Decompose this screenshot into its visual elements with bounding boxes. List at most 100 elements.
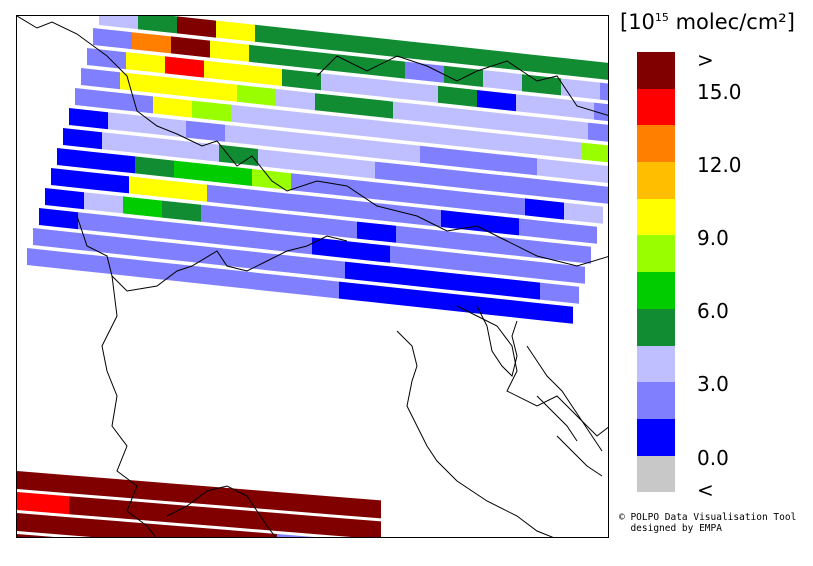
swath-pixel [147, 116, 186, 138]
swath-pixel [417, 290, 456, 312]
swath-pixel [363, 201, 402, 223]
swath-pixel [606, 62, 608, 80]
swath-pixel [102, 132, 141, 154]
swath-pixel [150, 240, 189, 262]
swath-pixel [159, 76, 198, 98]
swath-pixel [288, 49, 327, 71]
swath-pixel [351, 241, 390, 263]
swath-pixel [105, 256, 144, 278]
swath-pixel [329, 517, 381, 537]
swath-pixel [81, 68, 120, 90]
swath-pixel [234, 229, 273, 251]
swath-pixel [498, 154, 537, 176]
swath-pixel [405, 61, 444, 83]
swath-pixel [243, 64, 282, 86]
swath-pixel [96, 152, 135, 174]
swath-pixel [117, 216, 156, 238]
swath-pixel [462, 274, 501, 296]
swath-pixel [195, 224, 234, 246]
legend-title: [1015 molec/cm²] [620, 10, 795, 34]
swath-pixel [354, 97, 393, 119]
swath-pixel [345, 261, 384, 283]
swath-pixel [69, 517, 121, 537]
swath-pixel [474, 234, 513, 256]
legend-label: 9.0 [697, 226, 729, 250]
swath-pixel [339, 281, 378, 303]
swath-pixel [303, 133, 342, 155]
swath-pixel [438, 85, 477, 107]
swath-pixel [369, 181, 408, 203]
swath-pixel [138, 16, 177, 34]
swath-pixel [173, 525, 225, 537]
swath-pixel [87, 48, 126, 70]
swath-pixel [180, 140, 219, 162]
swath-pixel [186, 120, 225, 142]
dalmatian-islands [526, 345, 603, 477]
swath-pixel [84, 192, 123, 214]
swath-pixel [123, 196, 162, 218]
swath-pixel [477, 90, 516, 112]
swath-pixel [522, 74, 561, 96]
swath-pixel [132, 32, 171, 54]
swath-pixel [168, 180, 207, 202]
swath-pixel [201, 204, 240, 226]
legend-swatch-bin-15 [637, 88, 675, 126]
swath-pixel [429, 250, 468, 272]
swath-pixel [153, 96, 192, 118]
swath-pixel [297, 153, 336, 175]
swath-pixel [318, 217, 357, 239]
swath-pixel [375, 161, 414, 183]
border-switzerland [76, 215, 348, 292]
swath-pixel [171, 36, 210, 58]
legend-swatch-bin-9 [637, 235, 675, 273]
swath-pixel [66, 252, 105, 274]
swath-pixel [525, 198, 564, 220]
swath-pixel [492, 174, 531, 196]
swath-pixel [495, 298, 534, 320]
swath-pixel [39, 208, 78, 230]
swath-pixel [582, 142, 608, 163]
swath-pixel [435, 230, 474, 252]
swath-pixel [329, 496, 381, 519]
swath-pixel [549, 118, 588, 140]
legend-swatch-bin-6 [637, 308, 675, 346]
swath-pixel [17, 471, 69, 494]
swath-pixel [78, 212, 117, 234]
swath-pixel [450, 45, 489, 67]
swath-pixel [173, 504, 225, 527]
swath-pixel [459, 150, 498, 172]
swath-pixel [519, 218, 558, 240]
swath-pixel [72, 232, 111, 254]
swath-pixel [402, 205, 441, 227]
swath-pixel [114, 92, 153, 114]
swath-pixel [465, 130, 504, 152]
satellite-swath-south [17, 471, 381, 537]
satellite-swath-north [27, 16, 608, 324]
swath-pixel [510, 114, 549, 136]
swath-pixel [121, 500, 173, 523]
swath-pixel [162, 200, 201, 222]
swath-pixel [399, 81, 438, 103]
swath-pixel [594, 102, 608, 122]
swath-pixel [444, 65, 483, 87]
legend-label: > [697, 48, 714, 72]
swath-pixel [486, 194, 525, 216]
credit-text: © POLPO Data Visualisation Tool designed… [619, 512, 796, 534]
swath-pixel [468, 254, 507, 276]
swath-pixel [408, 185, 447, 207]
swath-pixel [291, 173, 330, 195]
swath-pixel [213, 164, 252, 186]
swath-pixel [93, 28, 132, 50]
swath-pixel [135, 156, 174, 178]
swath-pixel [441, 210, 480, 232]
legend-swatch-bin-13.5 [637, 125, 675, 163]
swath-pixel [126, 52, 165, 74]
swath-pixel [225, 124, 264, 146]
swath-pixel [456, 294, 495, 316]
legend-swatch-above-max [637, 52, 675, 89]
swath-pixel [108, 112, 147, 134]
swath-pixel [381, 141, 420, 163]
swath-pixel [366, 57, 405, 79]
swath-pixel [225, 529, 277, 537]
swath-pixel [111, 236, 150, 258]
